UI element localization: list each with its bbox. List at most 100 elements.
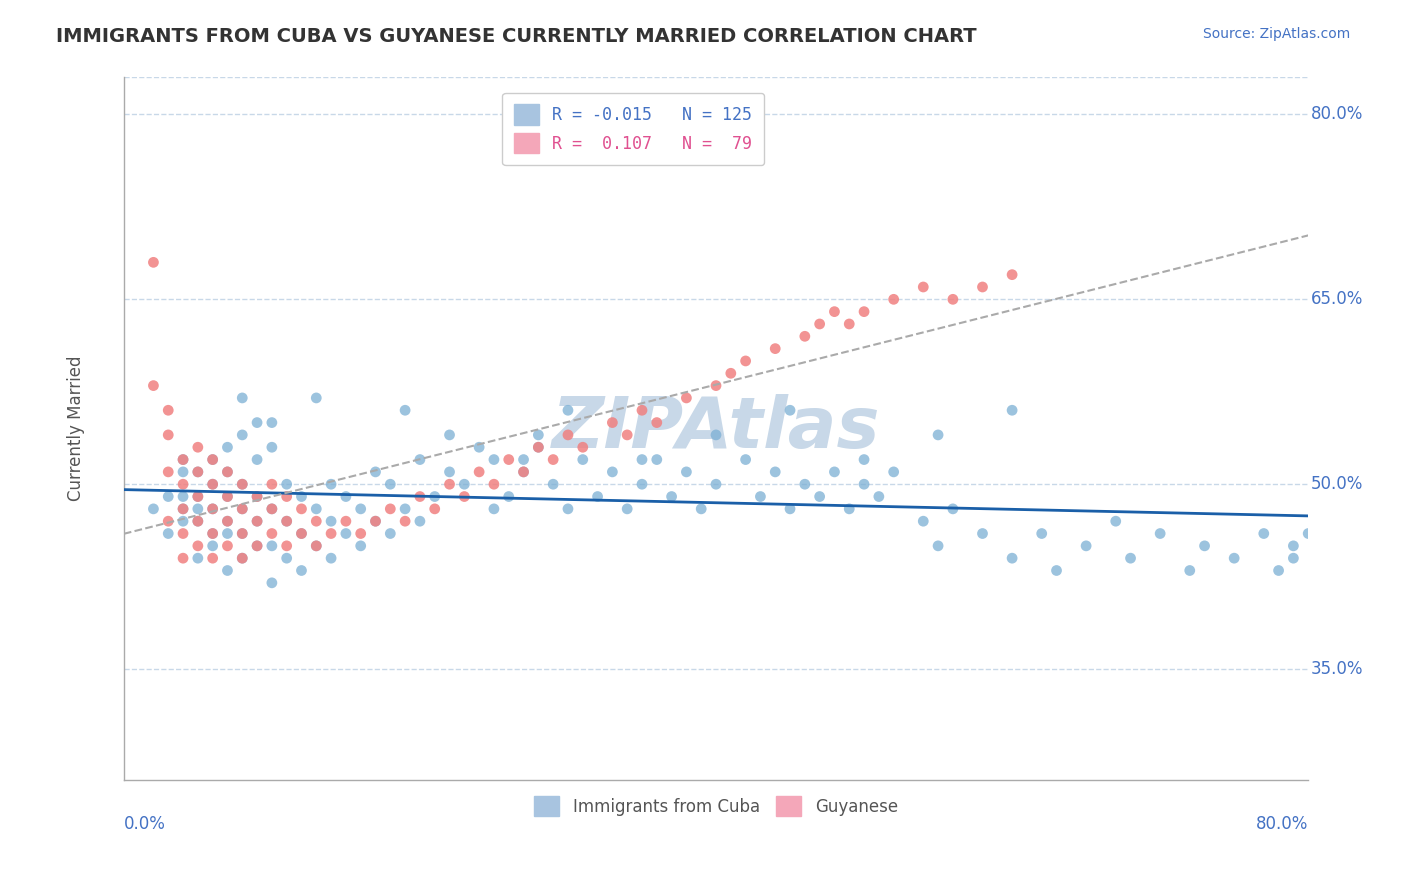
Point bbox=[661, 490, 683, 504]
Point bbox=[409, 514, 432, 528]
Point bbox=[231, 526, 253, 541]
Point bbox=[172, 452, 194, 467]
Point bbox=[675, 465, 697, 479]
Point bbox=[187, 501, 209, 516]
Point bbox=[231, 428, 253, 442]
Point bbox=[350, 526, 373, 541]
Text: 35.0%: 35.0% bbox=[1310, 660, 1362, 678]
Point bbox=[187, 514, 209, 528]
Point bbox=[541, 452, 564, 467]
Point bbox=[883, 293, 905, 307]
Point bbox=[246, 514, 269, 528]
Point bbox=[1282, 551, 1305, 566]
Point bbox=[557, 501, 579, 516]
Point bbox=[972, 280, 994, 294]
Point bbox=[1031, 526, 1053, 541]
Point bbox=[172, 490, 194, 504]
Point bbox=[793, 329, 815, 343]
Point bbox=[335, 526, 357, 541]
Point bbox=[231, 391, 253, 405]
Point bbox=[172, 477, 194, 491]
Point bbox=[364, 514, 387, 528]
Point bbox=[335, 514, 357, 528]
Point bbox=[187, 490, 209, 504]
Text: 0.0%: 0.0% bbox=[124, 815, 166, 833]
Point bbox=[350, 501, 373, 516]
Point bbox=[201, 477, 224, 491]
Point bbox=[260, 440, 283, 454]
Point bbox=[1001, 268, 1024, 282]
Text: 80.0%: 80.0% bbox=[1310, 105, 1362, 123]
Point bbox=[616, 428, 638, 442]
Point bbox=[201, 452, 224, 467]
Point bbox=[246, 452, 269, 467]
Point bbox=[749, 490, 772, 504]
Point bbox=[157, 428, 180, 442]
Point bbox=[380, 526, 402, 541]
Point bbox=[912, 280, 935, 294]
Point bbox=[453, 490, 475, 504]
Point bbox=[231, 501, 253, 516]
Text: 50.0%: 50.0% bbox=[1310, 475, 1362, 493]
Point bbox=[394, 501, 416, 516]
Point bbox=[1119, 551, 1142, 566]
Point bbox=[571, 452, 593, 467]
Point bbox=[319, 526, 342, 541]
Point bbox=[763, 342, 786, 356]
Point bbox=[853, 304, 876, 318]
Point bbox=[276, 490, 298, 504]
Point bbox=[439, 477, 461, 491]
Point bbox=[201, 501, 224, 516]
Point bbox=[439, 465, 461, 479]
Point bbox=[942, 501, 965, 516]
Point bbox=[482, 501, 505, 516]
Point bbox=[704, 378, 727, 392]
Point bbox=[157, 490, 180, 504]
Text: ZIPAtlas: ZIPAtlas bbox=[551, 394, 880, 463]
Point bbox=[157, 465, 180, 479]
Point bbox=[1001, 403, 1024, 417]
Point bbox=[201, 539, 224, 553]
Point bbox=[720, 366, 742, 380]
Point bbox=[557, 428, 579, 442]
Point bbox=[217, 539, 239, 553]
Point bbox=[1045, 564, 1067, 578]
Point bbox=[1194, 539, 1216, 553]
Point bbox=[883, 465, 905, 479]
Point bbox=[468, 465, 491, 479]
Point bbox=[571, 440, 593, 454]
Point bbox=[172, 465, 194, 479]
Point bbox=[482, 477, 505, 491]
Point bbox=[616, 501, 638, 516]
Point bbox=[1267, 564, 1289, 578]
Point bbox=[246, 539, 269, 553]
Point bbox=[260, 501, 283, 516]
Point bbox=[602, 416, 624, 430]
Point bbox=[380, 501, 402, 516]
Point bbox=[201, 526, 224, 541]
Point bbox=[290, 490, 312, 504]
Point bbox=[231, 477, 253, 491]
Point bbox=[246, 514, 269, 528]
Point bbox=[187, 465, 209, 479]
Point bbox=[527, 440, 550, 454]
Point bbox=[260, 526, 283, 541]
Point bbox=[260, 416, 283, 430]
Point bbox=[912, 514, 935, 528]
Point bbox=[246, 490, 269, 504]
Point bbox=[276, 514, 298, 528]
Point bbox=[1253, 526, 1275, 541]
Point bbox=[172, 501, 194, 516]
Point bbox=[838, 317, 860, 331]
Point bbox=[290, 501, 312, 516]
Point bbox=[942, 293, 965, 307]
Point bbox=[645, 416, 668, 430]
Point bbox=[468, 440, 491, 454]
Point bbox=[217, 440, 239, 454]
Point bbox=[217, 490, 239, 504]
Point bbox=[394, 403, 416, 417]
Point bbox=[231, 526, 253, 541]
Text: 65.0%: 65.0% bbox=[1310, 290, 1362, 309]
Point bbox=[498, 490, 520, 504]
Point bbox=[734, 354, 756, 368]
